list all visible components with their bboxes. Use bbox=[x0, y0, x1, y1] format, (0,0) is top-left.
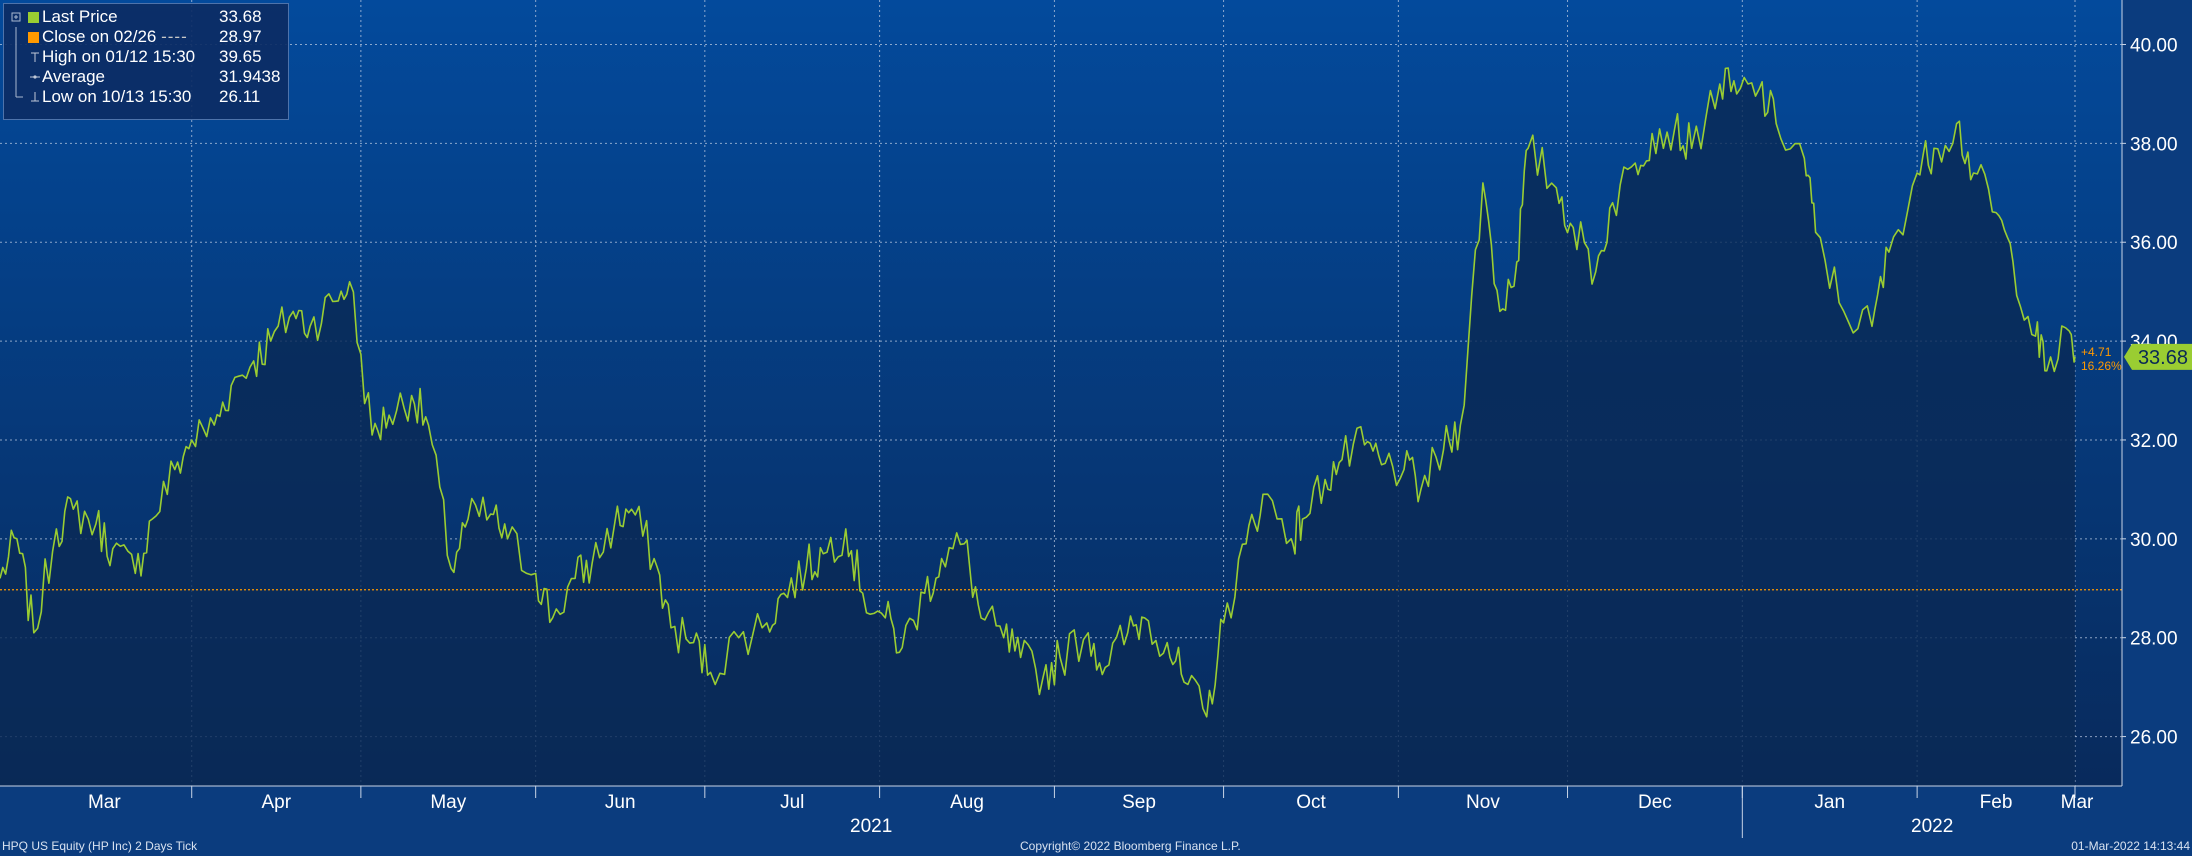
legend-label-group: Close on 02/26 ---- bbox=[42, 27, 188, 47]
y-tick-label: 30.00 bbox=[2130, 530, 2178, 551]
x-month-label: Dec bbox=[1638, 792, 1672, 813]
x-month-label: Aug bbox=[950, 792, 984, 813]
high-marker-icon bbox=[15, 47, 39, 67]
tree-branch-icon bbox=[15, 27, 17, 47]
x-year-label: 2021 bbox=[850, 816, 892, 837]
y-tick-label: 36.00 bbox=[2130, 233, 2178, 254]
legend-value: 33.68 bbox=[219, 7, 262, 26]
footer-timestamp: 01-Mar-2022 14:13:44 bbox=[2071, 839, 2190, 853]
low-marker-icon bbox=[15, 87, 39, 102]
x-month-label: Nov bbox=[1466, 792, 1500, 813]
change-percent: 16.26% bbox=[2081, 359, 2122, 373]
legend-value: 26.11 bbox=[219, 87, 261, 106]
y-tick-label: 40.00 bbox=[2130, 35, 2178, 56]
legend-label: Last Price bbox=[42, 7, 118, 26]
legend-close: Close on 02/26 ---- 28.97 bbox=[8, 27, 286, 47]
footer-ticker: HPQ US Equity (HP Inc) 2 Days Tick bbox=[2, 839, 198, 853]
price-series bbox=[0, 67, 2076, 718]
legend-high: High on 01/12 15:30 39.65 bbox=[8, 47, 286, 67]
close-swatch bbox=[28, 32, 39, 43]
y-tick-label: 38.00 bbox=[2130, 134, 2178, 155]
x-month-label: Mar bbox=[2061, 792, 2094, 813]
price-area bbox=[0, 68, 2075, 787]
last-price-badge-value: 33.68 bbox=[2138, 347, 2188, 369]
legend-low: Low on 10/13 15:30 26.11 bbox=[8, 87, 286, 107]
x-tick-labels: Mar Apr May Jun Jul Aug Sep Oct Nov Dec Jan Feb Mar 2… bbox=[88, 792, 2094, 837]
legend-label: Average bbox=[42, 67, 106, 86]
average-marker-icon bbox=[15, 67, 40, 87]
legend-average: Average 31.9438 bbox=[8, 67, 286, 87]
price-area-fill bbox=[0, 68, 2075, 787]
x-month-label: Jun bbox=[605, 792, 636, 813]
legend-value: 28.97 bbox=[219, 27, 262, 46]
legend-label: Low on 10/13 15:30 bbox=[42, 87, 192, 106]
y-tick-label: 28.00 bbox=[2130, 629, 2178, 650]
x-month-label: Apr bbox=[262, 792, 292, 813]
expand-icon bbox=[11, 12, 21, 22]
x-year-label: 2022 bbox=[1911, 816, 1953, 837]
x-month-label: Oct bbox=[1296, 792, 1326, 813]
legend-last-price: Last Price 33.68 bbox=[8, 7, 286, 27]
y-tick-label: 32.00 bbox=[2130, 431, 2178, 452]
last-price-badge-shape bbox=[2124, 343, 2192, 370]
legend-value: 39.65 bbox=[219, 47, 262, 66]
legend-label: Close on 02/26 bbox=[42, 27, 157, 46]
axes bbox=[0, 0, 2126, 838]
legend-label: High on 01/12 15:30 bbox=[42, 47, 196, 66]
footer-copyright: Copyright© 2022 Bloomberg Finance L.P. bbox=[1020, 839, 1241, 853]
x-month-label: Jan bbox=[1814, 792, 1845, 813]
last-price-swatch bbox=[28, 12, 39, 23]
legend-dash: ---- bbox=[161, 27, 188, 46]
x-month-label: Sep bbox=[1122, 792, 1156, 813]
footer-background bbox=[0, 786, 2192, 856]
change-value: +4.71 bbox=[2081, 345, 2112, 359]
x-month-label: May bbox=[430, 792, 466, 813]
price-line bbox=[0, 67, 2076, 718]
axis-background bbox=[2122, 0, 2192, 856]
x-month-label: Mar bbox=[88, 792, 121, 813]
x-month-label: Feb bbox=[1980, 792, 2013, 813]
x-month-label: Jul bbox=[780, 792, 804, 813]
legend-value: 31.9438 bbox=[219, 67, 281, 86]
legend-box: Last Price 33.68 Close on 02/26 ---- 28.… bbox=[3, 3, 289, 120]
y-tick-label: 26.00 bbox=[2130, 728, 2178, 749]
